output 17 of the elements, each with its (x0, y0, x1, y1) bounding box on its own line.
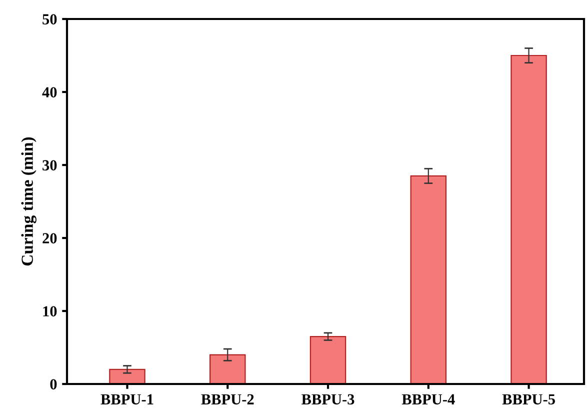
y-tick-label: 20 (42, 233, 57, 244)
x-tick-label: BBPU-4 (402, 394, 455, 404)
x-tick-label: BBPU-2 (201, 394, 254, 404)
bar (410, 175, 447, 384)
x-tick-label: BBPU-3 (302, 394, 354, 404)
bar (210, 354, 246, 384)
y-tick-label: 50 (42, 14, 57, 24)
x-tick-label: BBPU-1 (100, 394, 154, 404)
y-tick-label: 10 (43, 306, 57, 316)
x-tick-label: BBPU-5 (502, 394, 555, 404)
bar (510, 54, 547, 384)
bar (310, 336, 346, 384)
y-tick-label: 40 (42, 87, 57, 98)
y-axis-title: Curing time (min) (21, 137, 36, 266)
bar (109, 368, 146, 384)
y-tick-label: 30 (42, 160, 57, 170)
y-tick-label: 0 (50, 379, 57, 390)
